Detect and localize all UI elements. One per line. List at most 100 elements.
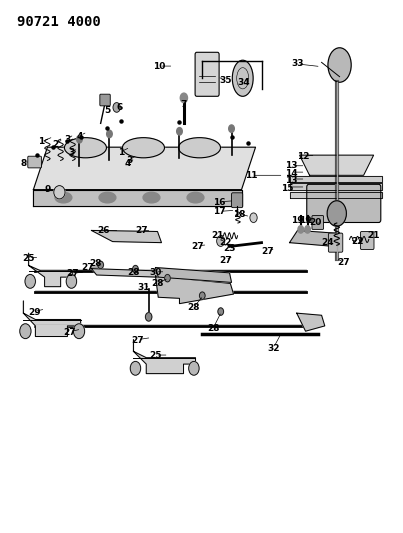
Polygon shape [156,268,231,282]
Text: 29: 29 [28,308,41,317]
Text: 11: 11 [245,171,258,180]
Ellipse shape [187,192,204,203]
FancyBboxPatch shape [195,52,219,96]
Circle shape [218,308,224,316]
Polygon shape [289,176,382,182]
Circle shape [217,236,225,246]
Text: 28: 28 [127,268,140,277]
Text: 34: 34 [237,78,250,87]
FancyBboxPatch shape [360,231,374,249]
Circle shape [180,93,187,103]
Text: 21: 21 [211,231,224,240]
Text: 7: 7 [180,100,187,109]
Circle shape [305,225,310,233]
Text: 25: 25 [22,254,35,263]
FancyBboxPatch shape [231,193,243,208]
Text: 27: 27 [191,242,204,251]
Polygon shape [23,301,81,336]
Text: 14: 14 [285,168,298,177]
Circle shape [107,130,112,138]
FancyBboxPatch shape [307,184,381,222]
Text: 27: 27 [81,263,94,272]
Polygon shape [156,276,233,304]
Polygon shape [91,230,162,243]
Text: 20: 20 [310,218,322,227]
Polygon shape [289,192,382,198]
Text: 3: 3 [126,156,133,165]
Polygon shape [33,147,256,190]
Text: 16: 16 [213,198,226,207]
Text: 27: 27 [261,247,274,256]
Ellipse shape [179,138,220,158]
Polygon shape [289,230,342,246]
Circle shape [298,225,303,233]
Text: 13: 13 [285,175,298,184]
Text: 22: 22 [351,237,364,246]
Ellipse shape [232,60,253,96]
Circle shape [133,265,138,273]
Ellipse shape [54,185,65,199]
Text: 1: 1 [118,148,125,157]
FancyBboxPatch shape [28,156,42,168]
Text: 13: 13 [285,161,298,170]
Text: 33: 33 [291,60,304,68]
Circle shape [165,274,170,282]
Text: 12: 12 [297,152,310,161]
Text: 31: 31 [137,282,150,292]
Text: 8: 8 [20,159,27,167]
Text: 18: 18 [233,210,246,219]
Text: 26: 26 [97,227,110,236]
Circle shape [229,125,234,132]
Text: 9: 9 [44,185,51,194]
Text: 27: 27 [131,336,144,345]
Text: 27: 27 [337,258,350,266]
Polygon shape [299,155,374,175]
Text: 3: 3 [64,135,71,144]
FancyBboxPatch shape [100,94,110,106]
Text: 28: 28 [151,279,164,288]
Text: 25: 25 [149,351,162,360]
Text: 6: 6 [116,103,123,112]
Polygon shape [29,253,73,287]
Text: 4: 4 [124,159,131,167]
Text: 27: 27 [66,269,79,278]
Text: 27: 27 [219,256,232,265]
Polygon shape [297,313,325,331]
Text: 23: 23 [223,244,236,253]
Text: 32: 32 [267,344,280,353]
Circle shape [113,103,120,112]
Text: 3: 3 [68,148,75,157]
Ellipse shape [328,48,351,82]
Circle shape [250,213,257,222]
Text: 19: 19 [299,216,312,225]
Text: 15: 15 [281,183,294,192]
Circle shape [98,261,104,269]
Text: 17: 17 [213,207,226,216]
Circle shape [199,292,205,300]
Ellipse shape [99,192,116,203]
Circle shape [25,274,35,288]
FancyBboxPatch shape [312,216,324,229]
Text: 22: 22 [219,238,232,247]
Text: 28: 28 [187,303,200,312]
Text: 24: 24 [321,238,334,247]
Text: 4: 4 [76,132,83,141]
FancyBboxPatch shape [328,233,343,252]
Ellipse shape [55,192,72,203]
Text: 28: 28 [207,324,220,333]
Circle shape [189,361,199,375]
Circle shape [73,324,85,338]
Ellipse shape [143,192,160,203]
Ellipse shape [123,138,164,158]
Circle shape [145,313,152,321]
Circle shape [77,135,82,143]
Text: 2: 2 [52,140,58,149]
Text: 90721 4000: 90721 4000 [17,14,101,29]
Polygon shape [91,269,186,278]
Circle shape [130,361,141,375]
Circle shape [177,127,182,135]
Text: 21: 21 [368,231,380,240]
Circle shape [327,201,347,226]
Circle shape [66,274,77,288]
Text: 28: 28 [89,259,102,268]
